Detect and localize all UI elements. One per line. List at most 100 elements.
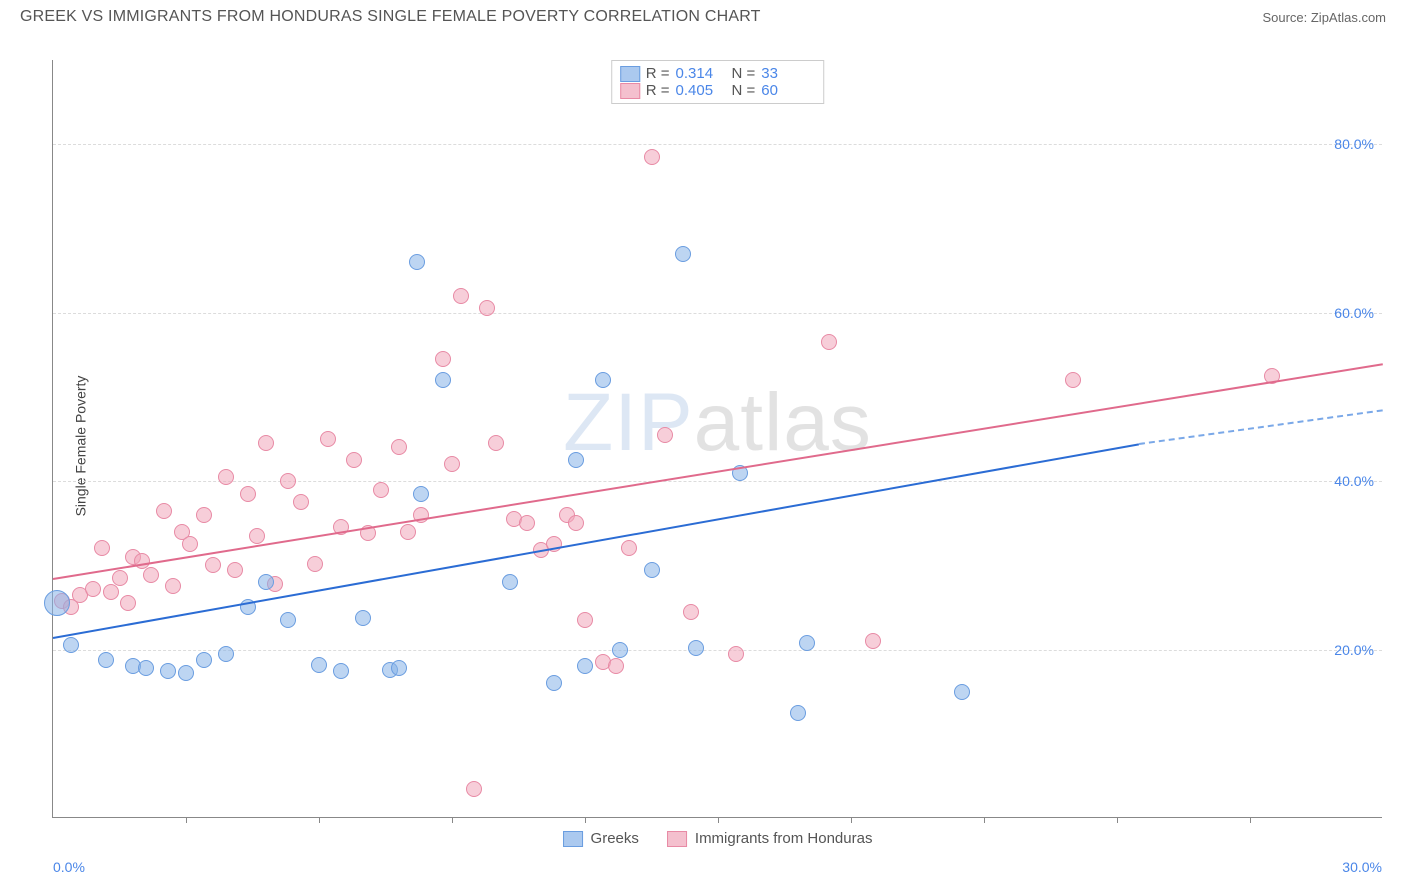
r-label: R = [646, 82, 670, 99]
x-tick-mark [186, 817, 187, 823]
data-point [821, 334, 837, 350]
data-point [391, 439, 407, 455]
scatter-chart: ZIPatlas R = 0.314 N = 33 R = 0.405 N = … [52, 60, 1382, 818]
x-tick-mark [585, 817, 586, 823]
x-min-label: 0.0% [53, 859, 85, 875]
data-point [435, 372, 451, 388]
legend-label: Greeks [591, 830, 639, 847]
series-legend: Greeks Immigrants from Honduras [563, 830, 873, 847]
n-label: N = [732, 82, 756, 99]
data-point [644, 562, 660, 578]
data-point [595, 372, 611, 388]
data-point [333, 663, 349, 679]
gridline [53, 650, 1382, 651]
data-point [488, 435, 504, 451]
data-point [453, 288, 469, 304]
data-point [249, 528, 265, 544]
gridline [53, 481, 1382, 482]
legend-label: Immigrants from Honduras [695, 830, 873, 847]
x-tick-mark [1250, 817, 1251, 823]
data-point [444, 456, 460, 472]
data-point [44, 590, 70, 616]
data-point [577, 612, 593, 628]
trend-line [53, 443, 1140, 639]
data-point [293, 494, 309, 510]
watermark: ZIPatlas [563, 376, 872, 470]
x-max-label: 30.0% [1342, 859, 1382, 875]
data-point [355, 610, 371, 626]
data-point [409, 254, 425, 270]
swatch-pink-icon [667, 831, 687, 847]
n-value: 60 [761, 82, 811, 99]
correlation-legend: R = 0.314 N = 33 R = 0.405 N = 60 [611, 60, 825, 104]
data-point [182, 536, 198, 552]
r-value: 0.405 [676, 82, 726, 99]
data-point [373, 482, 389, 498]
data-point [307, 556, 323, 572]
x-tick-mark [718, 817, 719, 823]
data-point [790, 705, 806, 721]
data-point [280, 612, 296, 628]
data-point [280, 473, 296, 489]
data-point [196, 652, 212, 668]
y-tick-label: 80.0% [1334, 136, 1374, 152]
data-point [258, 574, 274, 590]
data-point [391, 660, 407, 676]
data-point [688, 640, 704, 656]
data-point [218, 469, 234, 485]
data-point [94, 540, 110, 556]
y-tick-label: 60.0% [1334, 305, 1374, 321]
legend-row-honduras: R = 0.405 N = 60 [620, 82, 812, 99]
swatch-blue-icon [620, 66, 640, 82]
data-point [165, 578, 181, 594]
data-point [400, 524, 416, 540]
data-point [865, 633, 881, 649]
n-value: 33 [761, 65, 811, 82]
data-point [98, 652, 114, 668]
r-label: R = [646, 65, 670, 82]
data-point [196, 507, 212, 523]
data-point [621, 540, 637, 556]
trend-line [1139, 410, 1383, 446]
source-attribution: Source: ZipAtlas.com [1262, 10, 1386, 25]
data-point [413, 486, 429, 502]
x-tick-mark [1117, 817, 1118, 823]
data-point [683, 604, 699, 620]
data-point [240, 486, 256, 502]
r-value: 0.314 [676, 65, 726, 82]
data-point [799, 635, 815, 651]
data-point [227, 562, 243, 578]
data-point [320, 431, 336, 447]
data-point [568, 515, 584, 531]
data-point [657, 427, 673, 443]
x-tick-mark [452, 817, 453, 823]
data-point [346, 452, 362, 468]
legend-row-greeks: R = 0.314 N = 33 [620, 65, 812, 82]
data-point [103, 584, 119, 600]
y-tick-label: 40.0% [1334, 473, 1374, 489]
trend-line [53, 363, 1383, 580]
data-point [112, 570, 128, 586]
data-point [311, 657, 327, 673]
data-point [954, 684, 970, 700]
data-point [205, 557, 221, 573]
n-label: N = [732, 65, 756, 82]
swatch-blue-icon [563, 831, 583, 847]
data-point [728, 646, 744, 662]
data-point [258, 435, 274, 451]
data-point [63, 637, 79, 653]
data-point [160, 663, 176, 679]
data-point [502, 574, 518, 590]
gridline [53, 144, 1382, 145]
gridline [53, 313, 1382, 314]
data-point [156, 503, 172, 519]
data-point [577, 658, 593, 674]
data-point [85, 581, 101, 597]
data-point [608, 658, 624, 674]
legend-item-greeks: Greeks [563, 830, 639, 847]
x-tick-mark [319, 817, 320, 823]
x-tick-mark [984, 817, 985, 823]
data-point [1065, 372, 1081, 388]
data-point [519, 515, 535, 531]
data-point [466, 781, 482, 797]
